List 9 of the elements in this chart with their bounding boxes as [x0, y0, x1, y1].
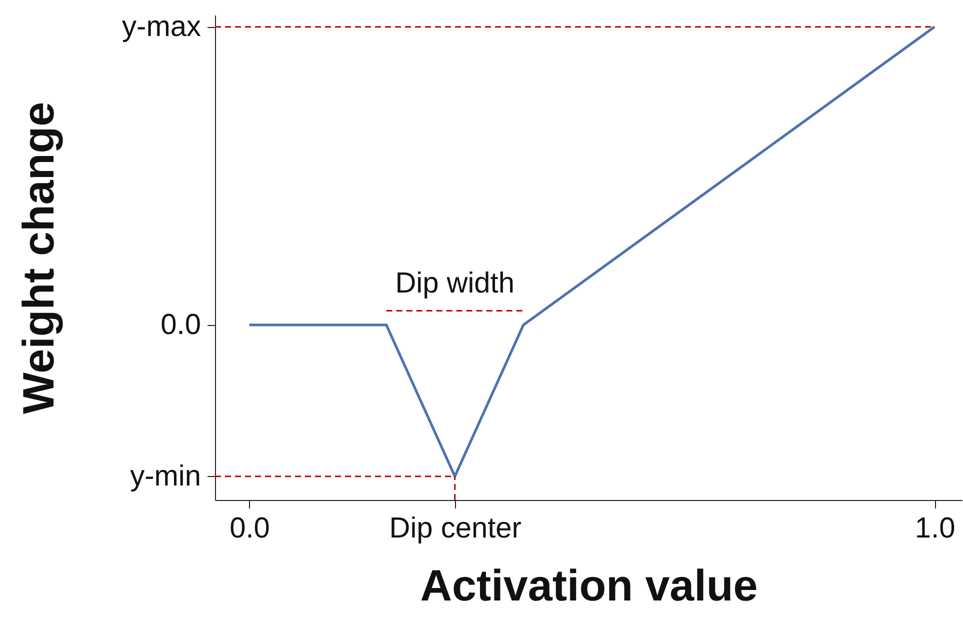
y-axis-title: Weight change: [14, 102, 64, 414]
text: y-min: [130, 460, 201, 492]
x-tick-label: Dip center: [389, 512, 522, 544]
annotation: Dip width: [395, 268, 515, 300]
x-axis-title: Activation value: [420, 562, 758, 610]
text: 0.0: [160, 308, 201, 341]
x-tick-label: 0.0: [230, 512, 270, 544]
x-tick-label: 1.0: [914, 512, 956, 544]
text: y-max: [122, 10, 202, 43]
